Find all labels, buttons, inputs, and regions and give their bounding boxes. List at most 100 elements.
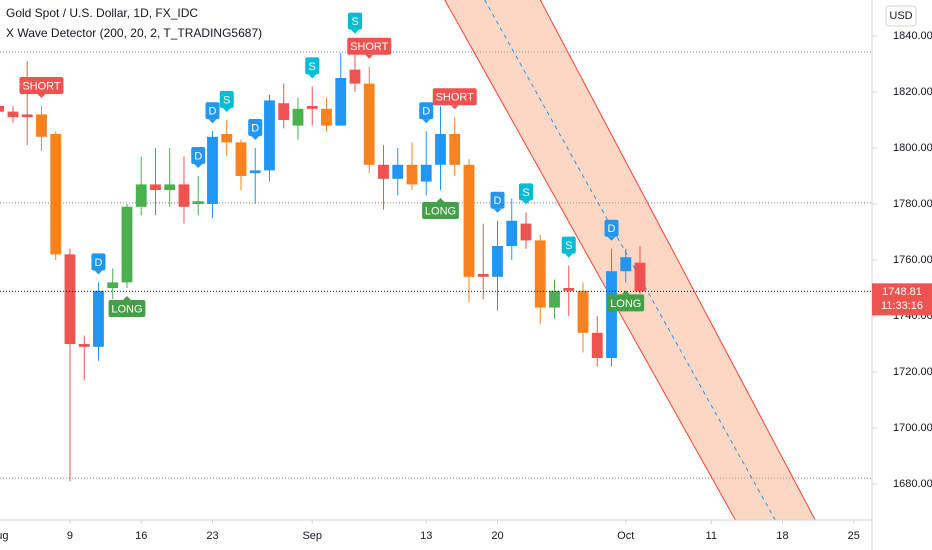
candle-body xyxy=(534,240,546,308)
marker-pointer xyxy=(564,253,573,258)
candle-body xyxy=(563,287,575,291)
signal-marker: D xyxy=(205,102,220,124)
candle-body xyxy=(577,290,589,333)
candle-body xyxy=(207,136,218,205)
currency[interactable]: USD xyxy=(889,10,912,22)
signal-marker: D xyxy=(419,102,434,124)
signal-marker: S xyxy=(305,57,320,79)
candle-body xyxy=(449,134,461,165)
signal-marker: LONG xyxy=(607,290,645,312)
x-tick-label: 11 xyxy=(706,530,717,542)
axes: 1680.001700.001720.001740.001760.001780.… xyxy=(0,30,932,542)
candle-body xyxy=(506,220,518,247)
candle-body xyxy=(435,134,446,165)
candle-body xyxy=(321,108,332,126)
candle-body xyxy=(121,206,133,283)
x-tick-label: 16 xyxy=(135,530,147,542)
marker-box xyxy=(561,236,576,254)
marker-box xyxy=(432,88,477,106)
y-tick-label: 1720.00 xyxy=(893,366,932,378)
countdown: 11:33:16 xyxy=(881,300,923,312)
marker-label: D xyxy=(209,106,217,118)
x-tick-label: 13 xyxy=(420,530,432,542)
candle-body xyxy=(150,184,161,191)
marker-label: S xyxy=(223,94,230,106)
candle-body xyxy=(36,114,47,137)
candle-body xyxy=(378,164,389,179)
marker-label: D xyxy=(422,106,430,118)
signal-marker: D xyxy=(490,191,505,213)
candle-body xyxy=(477,273,489,277)
candle-body xyxy=(349,69,361,84)
candle-body xyxy=(264,100,275,171)
signal-marker: SHORT xyxy=(432,88,477,110)
signal-marker: S xyxy=(219,91,234,113)
marker-label: SHORT xyxy=(350,41,389,53)
marker-box xyxy=(205,102,220,120)
marker-pointer xyxy=(251,136,260,141)
candle-body xyxy=(363,83,375,165)
candle-body xyxy=(235,142,247,177)
marker-box xyxy=(490,191,505,209)
marker-box xyxy=(604,219,619,237)
candle-body xyxy=(392,164,404,179)
marker-pointer xyxy=(621,290,630,295)
candle-body xyxy=(520,223,532,241)
marker-pointer xyxy=(122,295,131,300)
marker-label: S xyxy=(565,240,572,252)
marker-label: D xyxy=(251,122,259,134)
signal-marker: D xyxy=(604,219,619,241)
candle-body xyxy=(335,78,347,126)
marker-box xyxy=(607,294,645,312)
marker-box xyxy=(248,119,263,137)
signal-marker: S xyxy=(561,236,576,258)
marker-box xyxy=(108,299,146,317)
candle-body xyxy=(278,103,290,121)
marker-label: S xyxy=(309,61,316,73)
currency-box[interactable] xyxy=(885,5,917,27)
signal-marker: S xyxy=(518,183,533,205)
marker-pointer xyxy=(222,108,231,113)
marker-box xyxy=(191,147,206,165)
marker-pointer xyxy=(37,94,46,99)
signal-marker: D xyxy=(248,119,263,141)
candle-body xyxy=(64,254,76,344)
marker-label: D xyxy=(94,257,102,269)
x-tick-label: Aug xyxy=(0,530,9,542)
marker-label: S xyxy=(522,187,529,199)
candle-body xyxy=(21,114,33,118)
marker-box xyxy=(19,77,64,95)
candle-body xyxy=(492,246,503,277)
marker-box xyxy=(347,12,362,30)
marker-pointer xyxy=(308,74,317,79)
channel-upper xyxy=(539,0,816,520)
x-tick-label: 23 xyxy=(206,530,218,542)
marker-pointer xyxy=(208,119,217,124)
signal-marker: D xyxy=(91,253,106,275)
x-tick-label: 25 xyxy=(848,530,860,542)
channel-lower xyxy=(444,0,736,520)
signal-marker: S xyxy=(347,12,362,34)
y-tick-label: 1760.00 xyxy=(893,254,932,266)
candle-body xyxy=(0,106,5,112)
marker-label: SHORT xyxy=(22,80,61,92)
y-tick-label: 1680.00 xyxy=(893,478,932,490)
candle-body xyxy=(164,184,176,191)
x-tick-label: 18 xyxy=(776,530,788,542)
candle-body xyxy=(7,111,19,118)
candle-body xyxy=(221,134,233,143)
y-tick-label: 1780.00 xyxy=(893,198,932,210)
y-tick-label: 1820.00 xyxy=(893,86,932,98)
candle-body xyxy=(292,108,304,126)
last-price-tag xyxy=(872,283,932,316)
candle-body xyxy=(107,282,119,288)
candle-body xyxy=(178,184,190,207)
x-tick-label: 20 xyxy=(491,530,503,542)
marker-pointer xyxy=(365,54,374,59)
candle-body xyxy=(634,262,646,292)
marker-label: SHORT xyxy=(436,92,475,104)
y-tick-label: 1840.00 xyxy=(893,30,932,42)
marker-pointer xyxy=(94,270,103,275)
